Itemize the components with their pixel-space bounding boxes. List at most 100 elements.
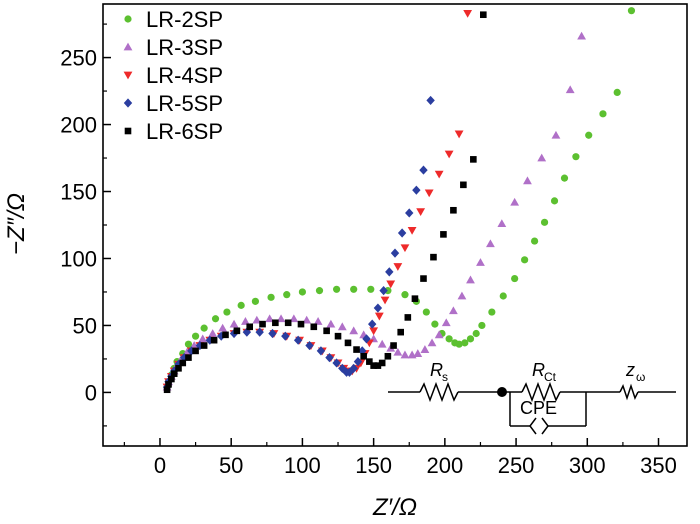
data-point	[577, 31, 586, 40]
data-point	[449, 306, 458, 315]
data-point	[211, 315, 220, 323]
x-tick-label: 0	[154, 453, 166, 478]
data-point	[192, 347, 199, 355]
series-lr-6sp	[163, 11, 487, 394]
data-point	[198, 334, 208, 343]
legend-label: LR-2SP	[146, 7, 223, 32]
data-point	[565, 85, 575, 94]
data-point	[310, 323, 318, 331]
legend-marker	[124, 127, 132, 135]
data-point	[476, 258, 485, 266]
data-point	[466, 335, 475, 343]
circuit-label-zw-sub: ω	[636, 370, 645, 384]
data-point	[384, 352, 392, 360]
data-point	[572, 153, 580, 161]
legend-item: LR-5SP	[123, 91, 223, 116]
y-tick-label: 250	[60, 46, 97, 71]
data-point	[252, 315, 262, 324]
data-point	[289, 314, 299, 323]
data-point	[427, 338, 437, 347]
data-point	[613, 88, 621, 96]
data-point	[276, 314, 286, 323]
equivalent-circuit-inset	[388, 381, 676, 435]
data-point	[259, 320, 266, 328]
data-point	[530, 237, 539, 245]
data-point	[390, 342, 397, 349]
data-point	[499, 292, 507, 300]
data-point	[366, 358, 373, 365]
data-point	[441, 318, 451, 327]
data-point	[223, 308, 231, 316]
data-point	[325, 353, 334, 363]
data-point	[298, 288, 307, 296]
circuit-label-rct-sub: Ct	[544, 370, 557, 384]
data-point	[412, 185, 421, 195]
data-point	[478, 321, 486, 330]
series-lr-5sp	[162, 95, 435, 392]
data-point	[560, 174, 569, 182]
data-point	[488, 308, 496, 316]
data-point	[445, 335, 453, 343]
data-point	[305, 340, 314, 351]
data-point	[272, 319, 279, 327]
data-point	[344, 339, 352, 347]
circuit-label-rs-sub: s	[442, 370, 448, 384]
x-tick-label: 300	[569, 453, 606, 478]
data-point	[390, 248, 400, 258]
data-point	[434, 170, 444, 179]
legend-label: LR-5SP	[146, 91, 223, 116]
data-point	[293, 335, 303, 345]
data-point	[283, 291, 291, 299]
data-point	[284, 319, 292, 327]
data-point	[599, 110, 607, 118]
legend-marker	[123, 71, 133, 80]
y-tick-label: 0	[85, 380, 97, 405]
data-point	[163, 386, 171, 394]
data-point	[218, 323, 228, 332]
data-point	[337, 322, 347, 331]
circuit-label-rs: R	[430, 360, 443, 380]
data-point	[385, 267, 394, 277]
data-point	[486, 239, 495, 248]
data-point	[405, 208, 414, 218]
data-point	[229, 319, 239, 328]
legend-item: LR-4SP	[123, 63, 223, 88]
legend-marker	[124, 15, 132, 23]
data-point	[416, 208, 426, 217]
data-point	[455, 340, 463, 348]
data-point	[333, 285, 341, 293]
data-point	[422, 308, 430, 316]
data-point	[466, 275, 475, 284]
data-point	[368, 319, 377, 329]
data-point	[174, 359, 183, 369]
data-point	[362, 334, 371, 344]
data-point	[353, 357, 363, 367]
data-point	[281, 331, 290, 341]
data-point	[373, 303, 383, 313]
x-tick-label: 50	[219, 453, 243, 478]
data-point	[370, 362, 377, 369]
data-point	[419, 165, 428, 175]
data-point	[265, 314, 275, 323]
data-point	[523, 176, 532, 185]
data-point	[420, 345, 430, 353]
data-point	[200, 324, 208, 332]
y-axis-title: −Z″/Ω	[3, 193, 30, 255]
data-point	[457, 291, 467, 300]
data-point	[550, 197, 559, 205]
data-point	[460, 181, 467, 189]
legend-marker	[123, 98, 133, 108]
data-point	[165, 381, 172, 388]
data-point	[510, 197, 520, 206]
data-point	[332, 358, 341, 368]
data-point	[367, 285, 375, 293]
data-point	[461, 339, 469, 347]
data-point	[393, 347, 403, 356]
data-point	[497, 219, 507, 228]
data-point	[360, 352, 367, 360]
data-point	[397, 328, 404, 336]
legend-item: LR-3SP	[123, 35, 223, 60]
data-point	[182, 347, 192, 356]
data-point	[241, 317, 250, 325]
data-point	[470, 156, 477, 163]
